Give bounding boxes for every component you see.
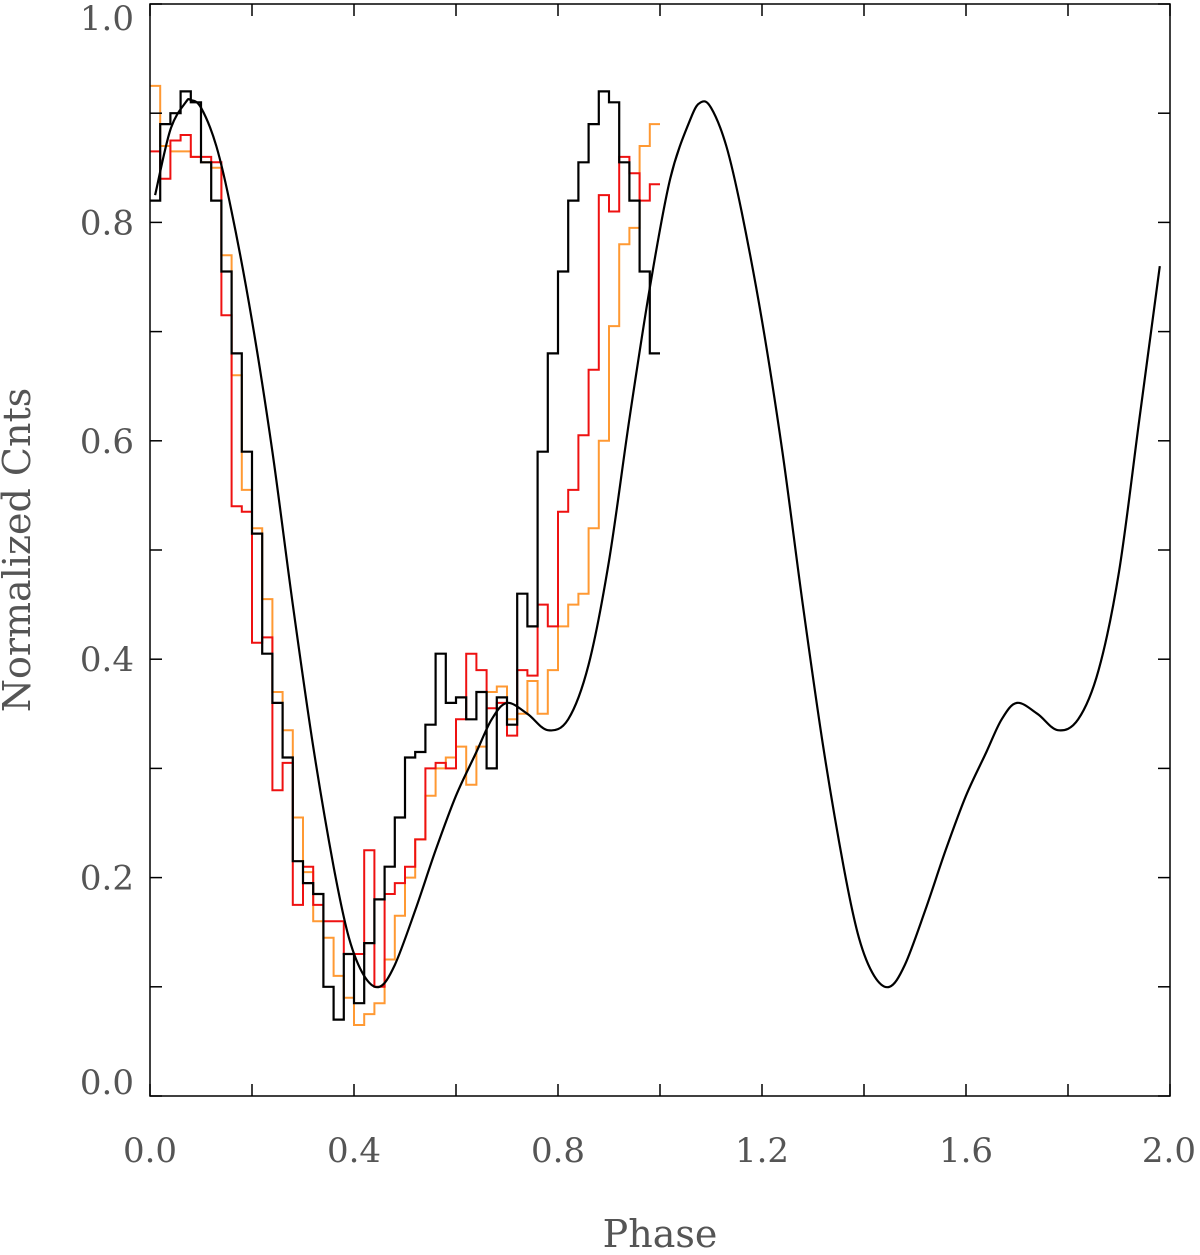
x-tick-label: 1.2: [735, 1131, 789, 1171]
y-tick-label: 0.0: [80, 1063, 134, 1103]
x-tick-label: 1.6: [939, 1131, 993, 1171]
x-tick-label: 0.4: [327, 1131, 381, 1171]
series-layer: [150, 84, 1161, 1026]
y-tick-label: 1.0: [80, 0, 134, 39]
ticks-layer: [149, 3, 1171, 1097]
y-tick-label: 0.8: [80, 203, 134, 243]
step-series-1: [150, 84, 660, 1026]
x-tick-label: 0.8: [531, 1131, 585, 1171]
y-tick-label: 0.6: [80, 422, 134, 462]
x-tick-label: 0.0: [123, 1131, 177, 1171]
plot-frame: [149, 3, 1171, 1097]
y-tick-label: 0.2: [80, 859, 134, 899]
x-tick-label: 2.0: [1142, 1131, 1196, 1171]
step-series-3: [150, 90, 660, 1021]
step-series-2: [150, 134, 660, 988]
y-axis-title: Normalized Cnts: [0, 388, 39, 713]
model-fit-curve: [154, 97, 1161, 989]
labels-layer: 0.0 0.4 0.8 1.2 1.6 2.0 0.0 0.2 0.4 0.6 0.8 1.0: [80, 0, 1196, 1171]
x-axis-title: Phase: [603, 1212, 718, 1255]
y-tick-label: 0.4: [80, 640, 134, 680]
